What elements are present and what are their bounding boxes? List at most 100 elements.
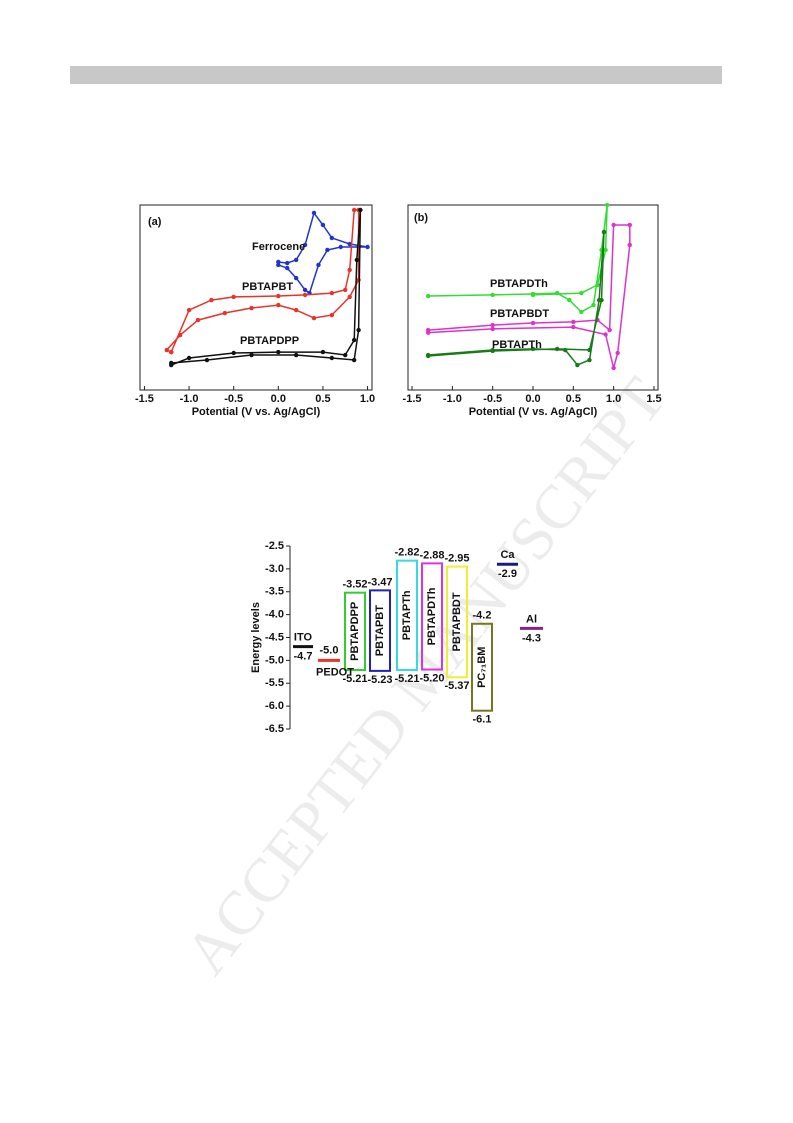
cv-marker	[293, 257, 299, 263]
cv-marker	[311, 315, 317, 321]
header-bar	[70, 66, 722, 84]
cv-marker	[343, 287, 348, 293]
cv-marker	[329, 235, 335, 241]
cv-marker	[603, 247, 608, 253]
x-tick-label: 0.5	[315, 393, 330, 405]
level-value: -4.3	[522, 632, 541, 644]
cv-marker	[587, 357, 592, 363]
cv-marker	[604, 202, 610, 208]
x-tick-label: 0.0	[271, 393, 286, 405]
cv-marker	[425, 353, 431, 359]
cv-marker	[164, 347, 169, 353]
homo-label: -5.21	[342, 673, 367, 685]
x-tick-label: 0.0	[525, 393, 540, 405]
cv-marker	[351, 357, 357, 363]
cv-marker	[347, 267, 352, 273]
cv-marker	[490, 292, 495, 298]
energy-box	[344, 591, 366, 671]
cv-marker	[285, 260, 290, 266]
box-name: PBTAPDPP	[349, 602, 361, 661]
plot-frame	[139, 204, 373, 391]
x-axis-label: Potential (V vs. Ag/AgCl)	[192, 406, 321, 418]
cv-marker	[302, 287, 308, 293]
cv-marker	[329, 290, 335, 296]
y-axis-label: Energy levels	[250, 602, 262, 673]
cv-marker	[325, 247, 330, 253]
cv-marker	[195, 317, 201, 323]
cv-marker	[347, 241, 352, 247]
cv-curve	[428, 204, 608, 313]
cv-marker	[530, 320, 536, 326]
level-name: PEDOT	[316, 666, 354, 678]
cv-marker	[571, 319, 576, 325]
level-value: -4.7	[294, 651, 313, 663]
cv-marker	[276, 293, 281, 299]
curve-label: Ferrocene	[252, 241, 305, 253]
cv-marker	[186, 355, 192, 361]
cv-marker	[204, 357, 210, 363]
box-name: PBTAPBT	[374, 605, 386, 656]
curve-label: PBTAPTh	[492, 339, 542, 351]
level-value: -2.9	[498, 568, 517, 580]
x-tick-label: 1.0	[606, 393, 621, 405]
panel-label: (a)	[148, 216, 162, 228]
energy-box	[421, 562, 443, 671]
homo-label: -5.23	[367, 674, 392, 686]
cv-marker	[276, 262, 281, 268]
homo-label: -6.1	[473, 714, 492, 726]
cv-marker	[329, 312, 335, 318]
cv-marker	[611, 365, 616, 371]
x-tick-label: 1.0	[360, 393, 375, 405]
cv-marker	[579, 290, 584, 296]
cv-marker	[222, 310, 227, 316]
homo-label: -5.37	[444, 680, 469, 692]
cv-marker	[567, 297, 572, 303]
cv-marker	[563, 347, 568, 353]
energy-box	[396, 559, 418, 671]
x-tick-label: -1.5	[135, 393, 154, 405]
cv-marker	[490, 326, 495, 332]
cv-marker	[329, 355, 335, 361]
panel-label: (b)	[414, 212, 428, 224]
y-tick-label: -4.0	[265, 609, 284, 621]
lumo-label: -2.82	[394, 547, 419, 559]
cv-marker	[338, 244, 343, 250]
y-tick-label: -5.5	[265, 677, 284, 689]
cv-marker	[530, 292, 536, 298]
cv-marker	[425, 293, 431, 299]
cv-marker	[231, 350, 236, 356]
x-tick-label: -1.0	[180, 393, 199, 405]
level-name: Al	[526, 613, 537, 625]
cv-marker	[293, 307, 299, 313]
cv-marker	[575, 362, 580, 368]
x-tick-label: 1.5	[646, 393, 661, 405]
cv-marker	[231, 294, 236, 300]
cv-marker	[249, 305, 254, 311]
lumo-label: -3.52	[342, 579, 367, 591]
cv-marker	[490, 348, 495, 354]
y-tick-label: -4.5	[265, 631, 284, 643]
cv-marker	[530, 346, 536, 352]
cv-marker	[169, 349, 174, 355]
cv-marker	[169, 360, 174, 366]
lumo-label: -3.47	[367, 576, 392, 588]
y-tick-label: -6.0	[265, 700, 284, 712]
cv-marker	[595, 282, 600, 288]
lumo-label: -2.95	[444, 552, 469, 564]
box-name: PC₇₁BM	[476, 647, 488, 688]
lumo-label: -2.88	[419, 549, 444, 561]
cv-marker	[627, 222, 632, 228]
cv-marker	[603, 332, 608, 337]
cv-marker	[351, 337, 357, 343]
homo-label: -5.21	[394, 673, 419, 685]
x-tick-label: -1.0	[443, 393, 462, 405]
cv-marker	[599, 297, 604, 303]
energy-box	[446, 565, 468, 679]
cv-marker	[490, 322, 495, 328]
cv-marker	[320, 222, 326, 228]
x-tick-label: -1.5	[403, 393, 422, 405]
x-axis-label: Potential (V vs. Ag/AgCl)	[469, 406, 598, 418]
cv-marker	[615, 350, 620, 356]
cv-marker	[571, 324, 576, 330]
